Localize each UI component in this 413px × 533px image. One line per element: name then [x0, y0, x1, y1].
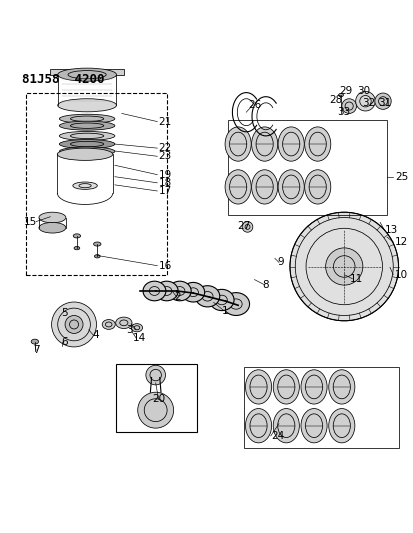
Circle shape: [65, 316, 83, 334]
Text: 21: 21: [159, 117, 172, 127]
Ellipse shape: [73, 234, 81, 238]
Ellipse shape: [245, 409, 272, 443]
Bar: [228, 119, 387, 215]
Circle shape: [242, 222, 253, 232]
Text: 7: 7: [33, 345, 39, 355]
Text: 10: 10: [395, 270, 408, 280]
Text: 13: 13: [385, 225, 398, 235]
Ellipse shape: [329, 409, 355, 443]
Ellipse shape: [225, 127, 251, 161]
Text: 18: 18: [159, 178, 172, 188]
Ellipse shape: [273, 370, 299, 404]
Circle shape: [342, 99, 356, 114]
Ellipse shape: [116, 317, 132, 328]
Text: 6: 6: [62, 337, 68, 347]
Ellipse shape: [39, 222, 66, 233]
Ellipse shape: [155, 281, 178, 301]
Bar: [116, 365, 197, 432]
Circle shape: [356, 91, 375, 111]
Ellipse shape: [301, 409, 327, 443]
Ellipse shape: [225, 170, 251, 204]
Text: 25: 25: [395, 172, 408, 182]
Circle shape: [138, 392, 173, 428]
Ellipse shape: [252, 170, 278, 204]
Text: 30: 30: [357, 86, 370, 96]
Text: 4: 4: [93, 330, 100, 340]
Ellipse shape: [245, 370, 272, 404]
Text: 14: 14: [133, 333, 146, 343]
Circle shape: [146, 365, 166, 385]
Ellipse shape: [31, 339, 38, 344]
Ellipse shape: [278, 127, 304, 161]
Text: 8: 8: [263, 280, 269, 290]
Ellipse shape: [169, 281, 191, 301]
Circle shape: [375, 93, 391, 109]
Text: 15: 15: [24, 216, 37, 227]
Circle shape: [290, 212, 399, 321]
Ellipse shape: [301, 370, 327, 404]
Ellipse shape: [58, 68, 116, 81]
Text: 3: 3: [127, 325, 133, 335]
Text: 16: 16: [159, 261, 172, 271]
Ellipse shape: [339, 93, 344, 96]
Bar: [244, 367, 399, 448]
Circle shape: [325, 248, 363, 285]
Text: 28: 28: [330, 95, 343, 105]
Text: 23: 23: [159, 151, 172, 161]
Text: 27: 27: [237, 221, 251, 231]
Text: 17: 17: [159, 186, 172, 196]
Text: 81J58  4200: 81J58 4200: [22, 72, 104, 86]
Ellipse shape: [59, 132, 115, 140]
Ellipse shape: [94, 242, 101, 246]
Ellipse shape: [305, 127, 331, 161]
Ellipse shape: [102, 320, 115, 329]
Text: 32: 32: [362, 98, 375, 108]
Text: 9: 9: [278, 257, 284, 268]
Ellipse shape: [57, 148, 113, 160]
Ellipse shape: [73, 182, 97, 189]
Text: 20: 20: [152, 394, 165, 404]
Text: 5: 5: [62, 309, 68, 318]
Circle shape: [52, 302, 97, 347]
Ellipse shape: [223, 293, 249, 316]
Ellipse shape: [278, 170, 304, 204]
Text: 29: 29: [339, 86, 353, 96]
Text: 2: 2: [174, 292, 181, 302]
Ellipse shape: [95, 255, 100, 258]
Ellipse shape: [58, 99, 116, 112]
Ellipse shape: [59, 147, 115, 156]
Ellipse shape: [131, 324, 142, 332]
Ellipse shape: [59, 114, 115, 123]
Ellipse shape: [143, 281, 166, 301]
Bar: [26, 93, 167, 274]
Text: 22: 22: [159, 143, 172, 153]
Ellipse shape: [195, 286, 220, 307]
Ellipse shape: [39, 212, 66, 223]
Ellipse shape: [329, 370, 355, 404]
Ellipse shape: [273, 409, 299, 443]
Ellipse shape: [59, 121, 115, 130]
Ellipse shape: [252, 127, 278, 161]
Bar: [50, 69, 124, 75]
Text: 12: 12: [395, 237, 408, 247]
Ellipse shape: [209, 289, 234, 311]
Text: 33: 33: [337, 107, 350, 117]
Text: 26: 26: [248, 100, 261, 110]
Ellipse shape: [182, 282, 205, 302]
Ellipse shape: [59, 140, 115, 149]
Text: 11: 11: [350, 274, 363, 284]
Text: 31: 31: [378, 98, 392, 108]
Text: 19: 19: [159, 169, 172, 180]
Text: 1: 1: [222, 305, 228, 316]
Ellipse shape: [305, 170, 331, 204]
Ellipse shape: [74, 246, 80, 250]
Text: 24: 24: [271, 431, 284, 441]
